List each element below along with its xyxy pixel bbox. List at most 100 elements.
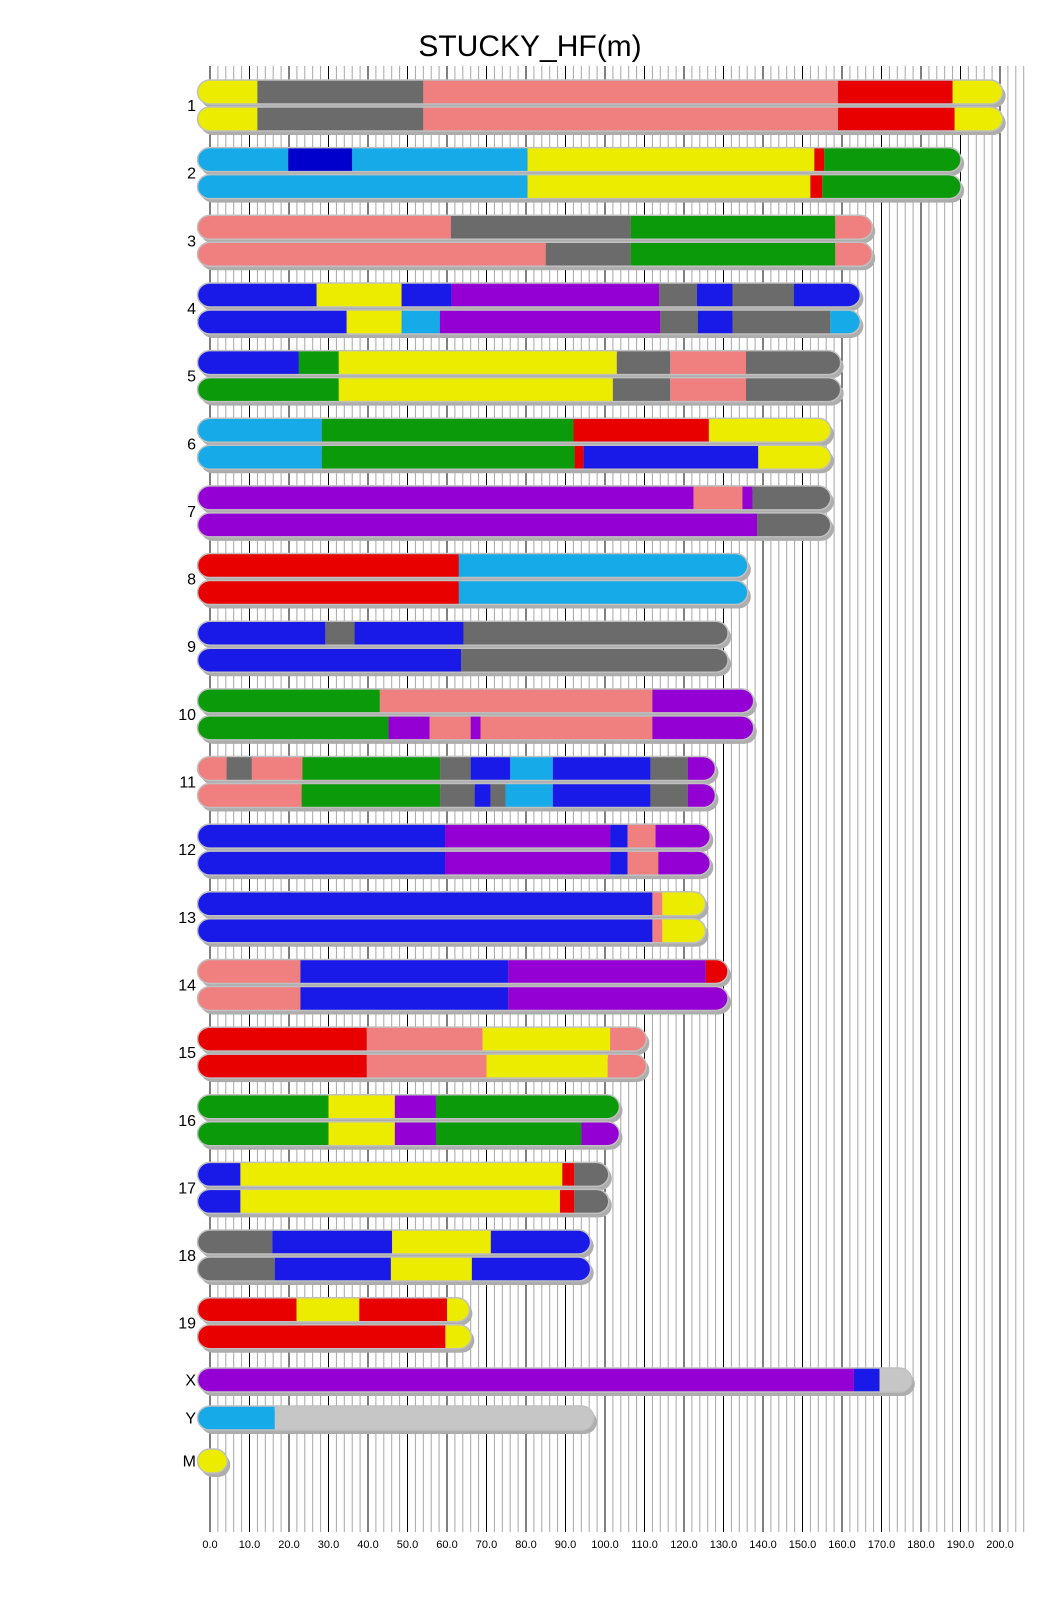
segment-yellow: [390, 1257, 472, 1282]
segment-yellow: [527, 174, 811, 199]
segment-pink: [652, 891, 663, 916]
axis-tick-label: 180.0: [907, 1539, 935, 1551]
chromosome-bar: [197, 242, 873, 267]
segment-gray: [226, 756, 252, 781]
segment-green: [197, 377, 339, 402]
segment-yellow: [328, 1094, 395, 1119]
segment-purple: [581, 1121, 620, 1146]
chromosome-18: [196, 1229, 594, 1286]
chromosome-bar: [197, 215, 873, 240]
chromosome-bar: [197, 851, 711, 876]
axis-tick-label: 190.0: [947, 1539, 975, 1551]
segment-gray: [612, 377, 671, 402]
chromosome-bars: [196, 79, 1006, 1477]
segment-lightgray: [879, 1368, 912, 1392]
segment-pink: [670, 350, 747, 375]
segment-blue: [610, 824, 628, 849]
axis-tick-label: 110.0: [631, 1539, 658, 1551]
bar-outline: [196, 417, 832, 443]
segment-green: [197, 1121, 329, 1146]
chromosome-bar: [197, 1121, 620, 1146]
segment-pink: [652, 918, 663, 943]
segment-yellow: [758, 445, 831, 470]
axis-tick-label: 160.0: [828, 1539, 856, 1551]
segment-yellow: [392, 1230, 491, 1255]
segment-green: [197, 715, 389, 740]
segment-purple: [439, 309, 661, 334]
chromosome-label: 17: [178, 1180, 196, 1197]
chromosome-bar: [197, 648, 729, 673]
chromosome-bar: [197, 107, 1003, 131]
segment-yellow: [954, 107, 1003, 131]
segment-pink: [423, 107, 839, 131]
chromosome-12: [196, 823, 714, 880]
chromosome-label: 5: [187, 369, 196, 386]
chromosome-bar: [197, 282, 861, 307]
segment-gray: [257, 80, 424, 104]
segment-red: [838, 107, 955, 131]
segment-pink: [197, 215, 451, 240]
segment-red: [197, 1054, 367, 1079]
segment-cyan: [458, 553, 748, 578]
segment-red: [810, 174, 823, 199]
segment-gray: [616, 350, 671, 375]
segment-pink: [835, 242, 873, 267]
segment-purple: [394, 1121, 436, 1146]
segment-cyan: [458, 580, 748, 605]
bar-outline: [196, 309, 862, 335]
segment-blue: [300, 986, 509, 1011]
bar-outline: [196, 823, 712, 849]
segment-gray: [440, 756, 471, 781]
segment-purple: [742, 485, 753, 510]
bar-outline: [196, 782, 717, 809]
bar-outline: [196, 620, 729, 646]
bar-outline: [196, 1121, 621, 1147]
segment-cyan: [505, 783, 553, 808]
chromosome-bar: [197, 688, 754, 713]
chromosome-label: 10: [178, 707, 196, 724]
bar-outline: [196, 688, 755, 714]
segment-cyan: [352, 147, 528, 172]
segment-blue: [197, 621, 326, 646]
bar-outline: [196, 1229, 592, 1255]
segment-blue: [471, 1257, 591, 1282]
segment-green: [321, 445, 575, 470]
axis-tick-label: 80.0: [515, 1539, 536, 1551]
segment-red: [574, 445, 584, 470]
chromosome-bar: [197, 1449, 228, 1473]
segment-yellow: [527, 147, 815, 172]
chromosome-10: [196, 688, 757, 744]
bar-outline: [196, 1323, 473, 1350]
axis-tick-label: 40.0: [357, 1539, 378, 1551]
chromosome-1: [196, 79, 1006, 135]
bar-outline: [196, 958, 729, 985]
segment-gray: [650, 756, 688, 781]
chromosome-M: [196, 1448, 231, 1477]
segment-pink: [366, 1027, 483, 1052]
chromosome-label: 2: [187, 166, 196, 183]
segment-pink: [670, 377, 747, 402]
segment-red: [838, 80, 953, 104]
segment-gray: [659, 282, 698, 307]
chromosome-bar: [197, 80, 1003, 104]
segment-purple: [197, 485, 694, 510]
segment-blue: [274, 1257, 391, 1282]
chromosome-bar: [197, 174, 962, 199]
segment-yellow: [338, 350, 617, 375]
segment-purple: [508, 986, 729, 1011]
segment-yellow: [316, 282, 402, 307]
chromosome-3: [196, 214, 876, 271]
segment-pink: [429, 715, 471, 740]
chromosome-bar: [197, 1297, 470, 1322]
chromosome-label: 16: [178, 1113, 196, 1130]
segment-purple: [508, 959, 706, 984]
chromosome-label: 12: [178, 842, 196, 859]
bar-outline: [196, 173, 962, 200]
segment-blue: [552, 756, 651, 781]
bar-outline: [196, 579, 749, 606]
segment-red: [197, 1027, 367, 1052]
chromosome-Y: [196, 1405, 597, 1434]
segment-purple: [470, 715, 481, 740]
segment-gray: [650, 783, 688, 808]
